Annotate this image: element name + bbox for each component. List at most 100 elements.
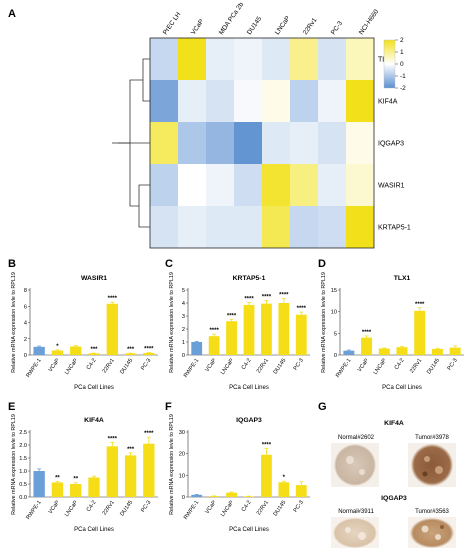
panel-label-d: D — [318, 258, 326, 270]
panel-label-c: C — [165, 258, 173, 270]
bar — [431, 348, 443, 355]
heatmap-cell — [206, 122, 234, 164]
heatmap-cell — [234, 206, 262, 248]
bar — [124, 455, 137, 497]
x-tick-label: VCaP — [204, 357, 217, 373]
x-tick-label: LNCaP — [220, 357, 235, 375]
heatmap-cell — [318, 38, 346, 80]
chart-title: KRTAP5-1 — [233, 275, 266, 282]
heatmap-column-label: PC-3 — [330, 20, 344, 36]
bar — [295, 485, 307, 497]
y-tick-label: 8 — [24, 288, 27, 294]
heatmap-column-label: VCaP — [190, 18, 205, 36]
heatmap-cell — [150, 164, 178, 206]
x-axis-label: PCa Cell Lines — [382, 385, 422, 391]
bar — [70, 484, 82, 497]
x-tick-label: PC-3 — [293, 358, 305, 372]
x-tick-label: LNCaP — [64, 499, 79, 517]
x-tick-label: LNCaP — [220, 499, 235, 517]
heatmap-cell — [290, 80, 318, 122]
y-axis-label: Relative mRNA expression levle to RPL19 — [321, 272, 327, 373]
heatmap-cell — [150, 80, 178, 122]
heatmap-cell — [346, 164, 374, 206]
x-tick-label: DU145 — [119, 500, 134, 518]
significance-stars: **** — [415, 302, 425, 308]
bar — [88, 353, 100, 355]
heatmap-cell — [318, 122, 346, 164]
y-tick-label: 2 — [182, 327, 185, 333]
heatmap-cells — [149, 37, 375, 249]
significance-stars: **** — [362, 330, 372, 336]
x-tick-label: 22Rv1 — [256, 500, 270, 517]
x-axis-label: PCa Cell Lines — [74, 527, 114, 533]
significance-stars: **** — [262, 442, 272, 448]
iqgap3-normal-caption: Normal#3911 — [338, 509, 374, 515]
x-tick-label: DU145 — [273, 500, 288, 518]
bar — [106, 303, 118, 355]
heatmap-cell — [262, 122, 290, 164]
heatmap-cell — [150, 38, 178, 80]
significance-stars: * — [56, 344, 59, 350]
significance-stars: ** — [55, 476, 60, 482]
bar — [295, 314, 307, 355]
bar — [51, 350, 64, 355]
chart-title: WASIR1 — [81, 275, 107, 282]
y-axis-label: Relative mRNA expression levle to RPL19 — [169, 414, 175, 515]
bar — [70, 346, 82, 355]
panel-label-g: G — [318, 401, 327, 413]
bar-chart-b: WASIR1 0 2 4 6 8 Relative mRNA expression levl… — [11, 272, 158, 391]
x-tick-label: PC-3 — [140, 358, 152, 372]
chart-title: TLX1 — [394, 275, 411, 282]
heatmap-cell — [150, 122, 178, 164]
y-tick-label: 10 — [179, 473, 185, 479]
heatmap: PrEC LH VCaP MDA PCa 2b DU145 LNCaP 22Rv1 PC-3… — [112, 1, 411, 249]
significance-stars: **** — [108, 436, 118, 442]
heatmap-column-label: LNCaP — [274, 15, 292, 36]
iqgap3-tumor-caption: Tumor#3563 — [415, 509, 449, 515]
y-tick-label: 2.5 — [19, 430, 27, 436]
bar — [33, 346, 45, 355]
heatmap-row-label: KRTAP5-1 — [378, 225, 411, 232]
y-tick-label: 1.5 — [19, 456, 27, 462]
heatmap-cell — [206, 80, 234, 122]
y-tick-label: 4 — [182, 301, 185, 307]
bar — [33, 471, 45, 497]
x-tick-label: C4-2 — [241, 358, 253, 371]
y-tick-label: 5 — [182, 288, 185, 294]
chart-title: KIF4A — [84, 417, 104, 424]
y-tick-label: 1.0 — [19, 469, 27, 475]
x-tick-label: VCaP — [48, 357, 61, 373]
heatmap-cell — [346, 122, 374, 164]
bar-chart-d: TLX1 0 5 10 15 Relative mRNA expression levle… — [321, 272, 464, 391]
bar — [124, 353, 137, 355]
x-tick-label: DU145 — [119, 358, 134, 376]
x-tick-label: VCaP — [357, 357, 370, 373]
y-tick-label: 15 — [331, 288, 337, 294]
significance-stars: **** — [297, 306, 307, 312]
bar — [143, 352, 155, 355]
panel-label-b: B — [8, 258, 16, 270]
panel-label-a: A — [8, 8, 16, 20]
heatmap-cell — [178, 206, 206, 248]
y-tick-label: 10 — [331, 310, 337, 316]
colorbar-tick-label: 0 — [400, 61, 404, 68]
heatmap-row-label: WASIR1 — [378, 183, 405, 190]
y-tick-label: 0.0 — [19, 495, 27, 501]
bar — [191, 494, 203, 497]
bar — [343, 350, 355, 355]
bar — [106, 446, 118, 497]
chart-title: IQGAP3 — [236, 417, 262, 424]
heatmap-cell — [318, 80, 346, 122]
x-axis-label: PCa Cell Lines — [74, 385, 114, 391]
x-tick-label: C4-2 — [86, 358, 98, 371]
y-tick-label: 0 — [182, 353, 185, 359]
heatmap-cell — [346, 38, 374, 80]
x-tick-label: 22Rv1 — [256, 358, 270, 375]
bar — [88, 477, 100, 497]
heatmap-cell — [206, 38, 234, 80]
colorbar-tick-label: 2 — [400, 37, 404, 44]
heatmap-cell — [178, 38, 206, 80]
x-tick-label: 22Rv1 — [102, 500, 116, 517]
bar — [51, 482, 64, 497]
x-tick-label: LNCaP — [64, 357, 79, 375]
